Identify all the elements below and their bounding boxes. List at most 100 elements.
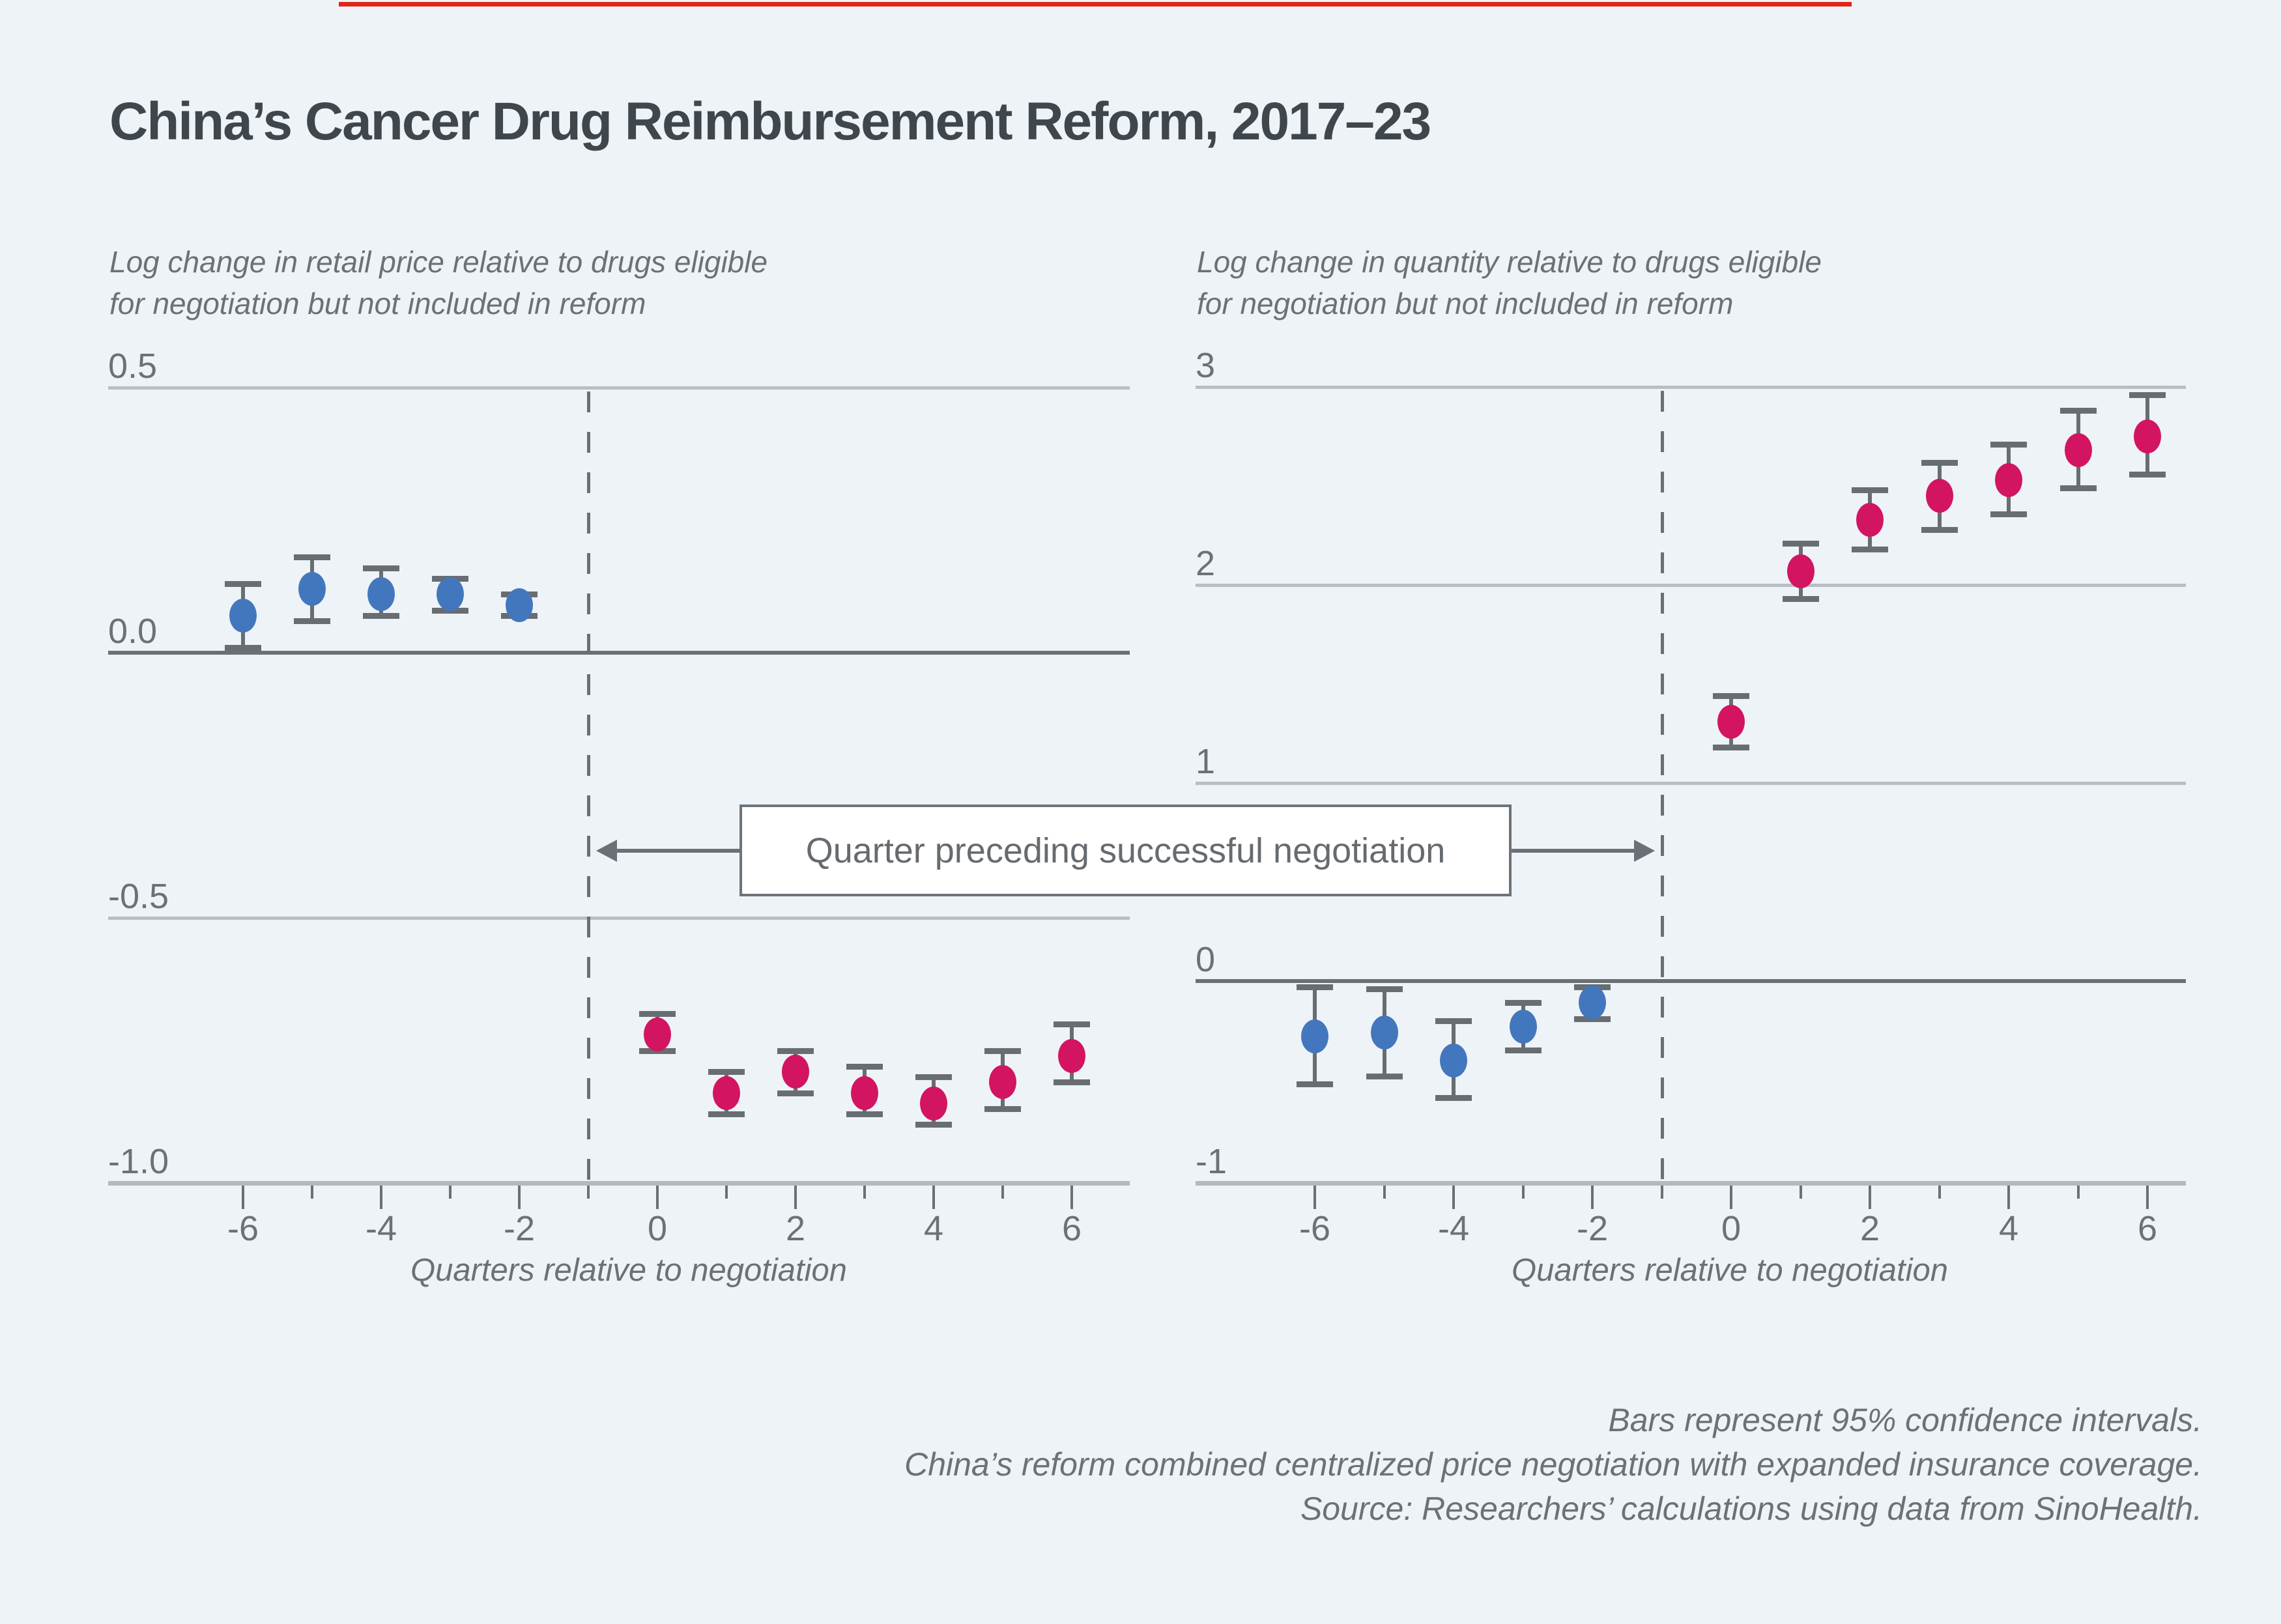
panel-subtitle: for negotiation but not included in refo… (1197, 287, 1734, 321)
ci-cap-top (639, 1010, 676, 1017)
gridline (1196, 386, 2186, 389)
x-tick (1070, 1186, 1073, 1209)
x-tick (2146, 1186, 2149, 1209)
ci-cap-top (2059, 408, 2097, 414)
x-tick-label: 0 (1721, 1209, 1742, 1248)
x-tick-label: 6 (2137, 1209, 2158, 1248)
y-tick-label: -1 (1196, 1142, 1227, 1181)
ci-cap-top (1435, 1018, 1472, 1024)
ci-cap-bottom (1504, 1047, 1542, 1054)
ci-cap-bottom (708, 1111, 745, 1118)
x-tick (725, 1186, 728, 1199)
ci-cap-bottom (294, 618, 330, 625)
data-point (644, 1018, 671, 1052)
ci-cap-bottom (846, 1111, 883, 1118)
x-tick-label: 6 (1061, 1209, 1082, 1248)
ci-cap-bottom (2059, 485, 2097, 492)
gridline (108, 386, 1130, 390)
ci-cap-top (1921, 459, 1958, 466)
x-tick-label: -4 (1437, 1209, 1470, 1248)
callout-box: Quarter preceding successful negotiation (739, 805, 1512, 896)
x-tick (1313, 1186, 1316, 1209)
ci-cap-bottom (1435, 1095, 1472, 1102)
data-point (1301, 1019, 1328, 1054)
x-tick-label: 2 (785, 1209, 806, 1248)
x-tick (518, 1186, 521, 1209)
gridline (1196, 782, 2186, 785)
ci-cap-bottom (1366, 1073, 1403, 1079)
x-tick-label: 2 (1859, 1209, 1880, 1248)
x-tick (863, 1186, 866, 1199)
ci-cap-bottom (777, 1090, 814, 1096)
x-tick (2076, 1186, 2080, 1199)
x-tick-label: -2 (503, 1209, 536, 1248)
ci-cap-top (1852, 487, 1888, 494)
panel-subtitle: for negotiation but not included in refo… (109, 287, 646, 321)
x-tick (1730, 1186, 1732, 1209)
x-tick (2007, 1186, 2010, 1209)
ci-cap-bottom (1852, 547, 1888, 553)
data-point (1058, 1038, 1085, 1073)
x-tick (1869, 1186, 1871, 1209)
x-tick-label: 0 (647, 1209, 668, 1248)
x-tick (1591, 1186, 1594, 1209)
x-tick-label: 4 (923, 1209, 944, 1248)
footnote-line: Source: Researchers’ calculations using … (1300, 1490, 2202, 1527)
data-point (367, 577, 395, 612)
ci-cap-bottom (1297, 1081, 1333, 1088)
data-point (1717, 704, 1745, 739)
data-point (1440, 1043, 1467, 1077)
x-tick-label: -6 (1298, 1209, 1331, 1248)
data-point (1370, 1016, 1398, 1050)
data-point (1995, 463, 2022, 497)
ci-cap-bottom (1054, 1079, 1090, 1086)
x-tick (1452, 1186, 1455, 1209)
x-tick (932, 1186, 935, 1209)
ci-cap-bottom (984, 1106, 1021, 1113)
ci-cap-bottom (1713, 745, 1749, 751)
ci-cap-top (846, 1063, 883, 1070)
x-axis-line (108, 1181, 1130, 1186)
event-dashed-line (1660, 391, 1664, 1183)
ci-cap-top (1504, 1000, 1542, 1006)
x-tick (1383, 1186, 1386, 1199)
y-tick-label: 2 (1196, 544, 1216, 583)
data-point (2064, 433, 2092, 468)
event-dashed-line (587, 392, 590, 1183)
ci-cap-bottom (915, 1122, 952, 1128)
gridline (1196, 584, 2186, 587)
ci-cap-bottom (1990, 511, 2027, 517)
data-point (782, 1055, 809, 1089)
data-point (1579, 986, 1606, 1020)
x-tick (794, 1186, 797, 1209)
x-tick (380, 1186, 382, 1209)
data-point (437, 577, 464, 612)
x-axis-line (1196, 1181, 2186, 1186)
x-tick (1799, 1186, 1802, 1199)
data-point (920, 1086, 947, 1120)
footnote-line: Bars represent 95% confidence intervals. (1608, 1402, 2202, 1438)
data-point (2134, 420, 2161, 453)
ci-cap-top (708, 1069, 745, 1076)
ci-cap-top (915, 1074, 952, 1081)
data-point (1509, 1009, 1537, 1044)
ci-cap-top (2129, 392, 2166, 399)
ci-cap-top (1782, 541, 1819, 547)
x-tick (1660, 1186, 1663, 1199)
ci-cap-bottom (1921, 526, 1958, 533)
ci-cap-bottom (1782, 596, 1819, 603)
zero-line (1196, 979, 2186, 983)
y-tick-label: 1 (1196, 742, 1216, 781)
footnote-line: China’s reform combined centralized pric… (904, 1446, 2202, 1483)
data-point (713, 1076, 740, 1110)
ci-cap-top (1297, 984, 1333, 991)
callout-label: Quarter preceding successful negotiation (805, 831, 1446, 870)
x-tick-label: -6 (227, 1209, 259, 1248)
y-tick-label: 0.0 (108, 612, 158, 651)
y-tick-label: 3 (1196, 346, 1216, 385)
ci-cap-top (1713, 693, 1749, 700)
data-point (1786, 554, 1815, 588)
ci-cap-top (1990, 442, 2027, 448)
panel-subtitle: Log change in quantity relative to drugs… (1197, 245, 1822, 279)
